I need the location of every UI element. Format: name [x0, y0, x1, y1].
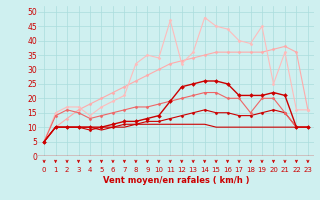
X-axis label: Vent moyen/en rafales ( km/h ): Vent moyen/en rafales ( km/h ): [103, 176, 249, 185]
